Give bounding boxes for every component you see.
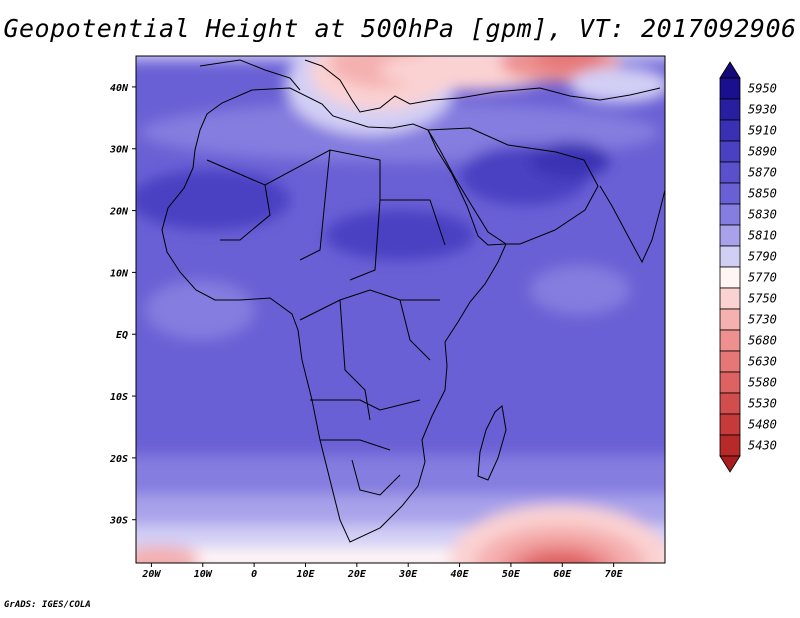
colorbar-swatch	[719, 266, 741, 289]
colorbar-label: 5480	[748, 418, 777, 432]
plot-frame	[135, 55, 666, 564]
indian-ocean-light	[530, 265, 630, 315]
colorbar-label: 5910	[748, 124, 777, 138]
colorbar-label: 5430	[748, 439, 777, 453]
west-africa-light	[145, 280, 255, 340]
colorbar-label: 5830	[748, 208, 777, 222]
india-coastline	[599, 185, 665, 264]
y-tick-label: 40N	[110, 83, 129, 94]
sahara-borders	[206, 149, 446, 281]
colorbar-over-arrow	[719, 61, 741, 79]
x-tick-label: 20E	[347, 569, 367, 580]
y-tick-label: 30N	[109, 145, 129, 156]
colorbar-swatch	[719, 245, 741, 268]
colorbar-swatch	[719, 161, 741, 184]
colorbar-label: 5630	[748, 355, 777, 369]
colorbar-label: 5930	[748, 103, 777, 117]
colorbar-under-arrow	[719, 455, 741, 473]
colorbar-swatch	[719, 371, 741, 394]
colorbar-swatch	[719, 140, 741, 163]
ridge-west	[136, 170, 290, 230]
x-axis: 20W 10W 0 10E 20E 30E 40E 50E 60E 70E	[141, 563, 624, 580]
europe-coastline	[199, 59, 661, 113]
northeast-light	[570, 67, 665, 103]
colorbar-label: 5810	[748, 229, 777, 243]
y-tick-label: EQ	[116, 330, 128, 341]
south-low-2	[500, 540, 620, 563]
x-tick-label: 10W	[194, 569, 213, 580]
africa-coastline	[161, 87, 507, 543]
x-tick-label: 40E	[451, 569, 470, 580]
arabia-coastline	[427, 127, 599, 245]
x-tick-label: 30E	[398, 569, 418, 580]
south-band-1	[136, 455, 665, 500]
colorbar-swatch	[719, 203, 741, 226]
colorbar-swatch	[719, 350, 741, 373]
south-low-1	[475, 525, 645, 563]
colorbar-swatch	[719, 77, 741, 100]
colorbar-label: 5870	[748, 166, 777, 180]
caspian-low-core	[535, 56, 605, 70]
chart-title: Geopotential Height at 500hPa [gpm], VT:…	[3, 14, 797, 43]
southwest-low	[136, 546, 200, 563]
colorbar-swatch	[719, 329, 741, 352]
x-tick-label: 70E	[605, 569, 624, 580]
colorbar-swatch	[719, 413, 741, 436]
grads-credit: GrADS: IGES/COLA	[4, 600, 91, 610]
colorbar-swatch	[719, 392, 741, 415]
colorbar-label: 5850	[748, 187, 777, 201]
colorbar-swatch	[719, 119, 741, 142]
x-tick-label: 60E	[553, 569, 572, 580]
x-tick-label: 0	[251, 569, 257, 580]
ridge-sudan	[325, 210, 475, 260]
colorbar-label: 5750	[748, 292, 777, 306]
colorbar-swatch	[719, 224, 741, 247]
colorbar-label: 5580	[748, 376, 777, 390]
colorbar-label: 5680	[748, 334, 777, 348]
ridge-core	[530, 142, 610, 178]
coastlines	[161, 59, 665, 543]
y-tick-label: 20N	[109, 207, 129, 218]
colorbar-swatch	[719, 182, 741, 205]
colorbar: 5950 5930 5910 5890 5870 5850 5830 5810 5790 5770…	[719, 61, 777, 473]
height-field	[136, 56, 665, 563]
colorbar-label: 5890	[748, 145, 777, 159]
colorbar-swatch	[719, 98, 741, 121]
colorbar-label: 5530	[748, 397, 777, 411]
x-tick-label: 20W	[141, 569, 161, 580]
y-tick-label: 10S	[110, 392, 128, 403]
colorbar-label: 5950	[748, 82, 777, 96]
central-africa-borders	[299, 289, 440, 496]
x-tick-label: 50E	[502, 569, 521, 580]
x-tick-label: 10E	[296, 569, 315, 580]
y-axis: 40N 30N 20N 10N EQ 10S 20S 30S	[109, 83, 136, 527]
colorbar-label: 5730	[748, 313, 777, 327]
colorbar-swatch	[719, 287, 741, 310]
colorbar-swatch	[719, 434, 741, 457]
colorbar-label: 5790	[748, 250, 777, 264]
y-tick-label: 10N	[110, 268, 129, 279]
madagascar-coastline	[477, 405, 507, 481]
south-low-core	[523, 552, 597, 563]
y-tick-label: 20S	[109, 454, 128, 465]
y-tick-label: 30S	[109, 516, 128, 527]
colorbar-label: 5770	[748, 271, 777, 285]
colorbar-swatch	[719, 308, 741, 331]
